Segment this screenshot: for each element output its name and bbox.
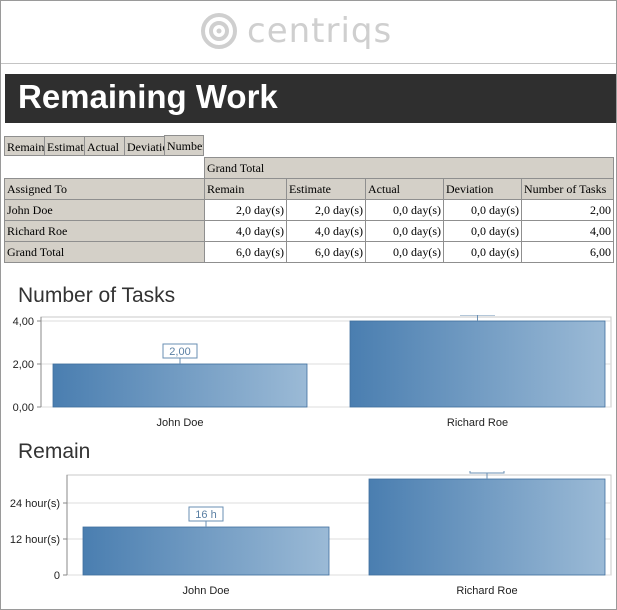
chart-remain: 0 12 hour(s) 24 hour(s) 16 h John Doe 32 h Ric… [10, 471, 612, 597]
data-label-box [162, 343, 198, 359]
x-category-label: John Doe [156, 417, 203, 429]
logo: centriqs [199, 7, 392, 55]
y-tick-label: 4,00 [13, 316, 34, 328]
bar-richard-roe[interactable] [368, 478, 606, 576]
y-tick-label: 12 hour(s) [10, 534, 60, 546]
cell-remain: 4,0 day(s) [204, 220, 287, 242]
field-header-number-of-tasks[interactable]: Number of Tasks [164, 135, 204, 156]
y-tick-label: 24 hour(s) [10, 498, 60, 510]
chart-title-number-of-tasks: Number of Tasks [18, 284, 176, 307]
column-header-estimate: Estimate [286, 178, 366, 200]
report-banner: Remaining Work [5, 74, 616, 123]
cell-number-of-tasks: 2,00 [521, 199, 614, 221]
row-label: Richard Roe [4, 220, 205, 242]
header-divider [1, 63, 616, 64]
data-label-box [469, 471, 505, 474]
field-header-actual[interactable]: Actual [84, 136, 125, 156]
table-row-grand-total: Grand Total 6,0 day(s) 6,0 day(s) 0,0 da… [4, 241, 614, 263]
x-category-label: John Doe [182, 585, 229, 597]
row-label: John Doe [4, 199, 205, 221]
cell-deviation: 0,0 day(s) [443, 241, 522, 263]
x-category-label: Richard Roe [447, 417, 508, 429]
field-header-remain[interactable]: Remain [4, 136, 45, 156]
cell-deviation: 0,0 day(s) [443, 220, 522, 242]
chart-title-remain: Remain [18, 440, 91, 463]
bar-john-doe[interactable] [52, 363, 308, 408]
bar-richard-roe[interactable] [349, 320, 606, 408]
grand-total-column-header: Grand Total [204, 157, 614, 179]
cell-actual: 0,0 day(s) [365, 241, 444, 263]
column-header-remain: Remain [204, 178, 287, 200]
field-header-estimate[interactable]: Estimate [44, 136, 85, 156]
y-tick-label: 0,00 [13, 402, 34, 414]
cell-estimate: 4,0 day(s) [286, 220, 366, 242]
cell-remain: 2,0 day(s) [204, 199, 287, 221]
cell-deviation: 0,0 day(s) [443, 199, 522, 221]
column-header-deviation: Deviation [443, 178, 522, 200]
field-header-deviation[interactable]: Deviation [124, 136, 165, 156]
bar-john-doe[interactable] [82, 526, 330, 576]
cell-actual: 0,0 day(s) [365, 220, 444, 242]
field-header-bar: Remain Estimate Actual Deviation Number … [4, 135, 204, 156]
row-label: Grand Total [4, 241, 205, 263]
logo-text: centriqs [247, 11, 393, 51]
data-label-box [188, 506, 224, 522]
cell-remain: 6,0 day(s) [204, 241, 287, 263]
row-header-assigned-to: Assigned To [4, 178, 205, 200]
y-tick-label: 0 [54, 570, 60, 582]
cell-estimate: 2,0 day(s) [286, 199, 366, 221]
cell-number-of-tasks: 6,00 [521, 241, 614, 263]
x-category-label: Richard Roe [456, 585, 517, 597]
centriqs-logo-icon [201, 13, 237, 49]
data-label: 2,00 [169, 346, 190, 358]
table-row: Richard Roe 4,0 day(s) 4,0 day(s) 0,0 da… [4, 220, 614, 242]
pivot-table: Grand Total Assigned To Remain Estimate … [4, 157, 614, 263]
data-label: 32 h [476, 471, 497, 473]
cell-number-of-tasks: 4,00 [521, 220, 614, 242]
column-header-number-of-tasks: Number of Tasks [521, 178, 614, 200]
column-header-actual: Actual [365, 178, 444, 200]
y-tick-label: 2,00 [13, 359, 34, 371]
cell-actual: 0,0 day(s) [365, 199, 444, 221]
cell-estimate: 6,0 day(s) [286, 241, 366, 263]
data-label: 16 h [195, 509, 216, 521]
report-title: Remaining Work [18, 78, 278, 115]
table-row: John Doe 2,0 day(s) 2,0 day(s) 0,0 day(s… [4, 199, 614, 221]
